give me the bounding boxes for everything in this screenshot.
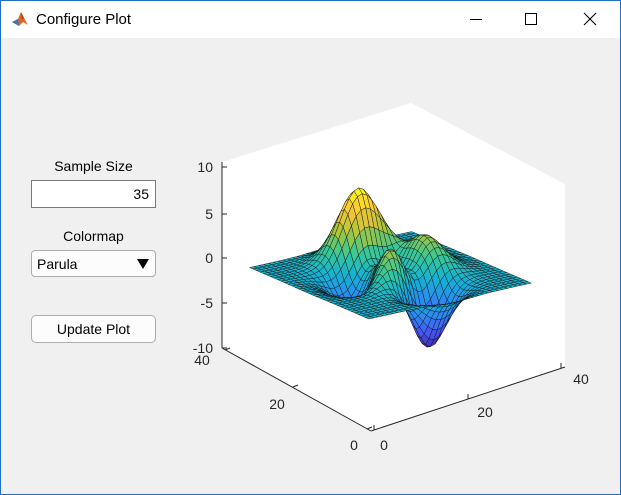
title-bar[interactable]: Configure Plot: [1, 1, 620, 38]
tick-mark: [224, 347, 231, 351]
y-axis-line: [221, 347, 372, 432]
y-tick-label: 20: [269, 396, 285, 412]
update-plot-button[interactable]: Update Plot: [31, 315, 156, 343]
maximize-icon: [525, 13, 537, 25]
minimize-button[interactable]: [449, 1, 504, 38]
x-tick-label: 40: [573, 371, 589, 387]
z-tick-label: 10: [197, 159, 213, 175]
window-title: Configure Plot: [36, 11, 132, 28]
minimize-icon: [470, 19, 482, 20]
close-button[interactable]: [563, 1, 618, 38]
x-tick-label: 20: [477, 404, 493, 420]
z-tick-label: -10: [193, 340, 213, 356]
tick-mark: [366, 426, 373, 430]
sample-size-label: Sample Size: [54, 158, 133, 174]
y-tick-label: 40: [194, 352, 210, 368]
z-tick-label: -5: [201, 295, 214, 311]
z-tick-label: 0: [205, 250, 213, 266]
x-tick-label: 0: [380, 437, 388, 453]
z-tick-label: 5: [205, 206, 213, 222]
tick-mark: [292, 384, 299, 388]
y-tick-label: 0: [350, 437, 358, 453]
colormap-dropdown[interactable]: Parula: [31, 250, 156, 277]
close-icon: [583, 12, 597, 26]
colormap-selected-value: Parula: [37, 256, 78, 272]
matlab-icon: [11, 10, 29, 28]
maximize-button[interactable]: [504, 1, 559, 38]
colormap-label: Colormap: [63, 228, 124, 244]
surface-mesh: [248, 187, 532, 348]
surface-face: [522, 281, 532, 285]
triangle-down-icon[interactable]: [137, 258, 149, 270]
axis-ticks: 10 5 0 -5 -10 0 20 40 0 20 40: [193, 159, 589, 453]
sample-size-input[interactable]: [31, 180, 156, 208]
